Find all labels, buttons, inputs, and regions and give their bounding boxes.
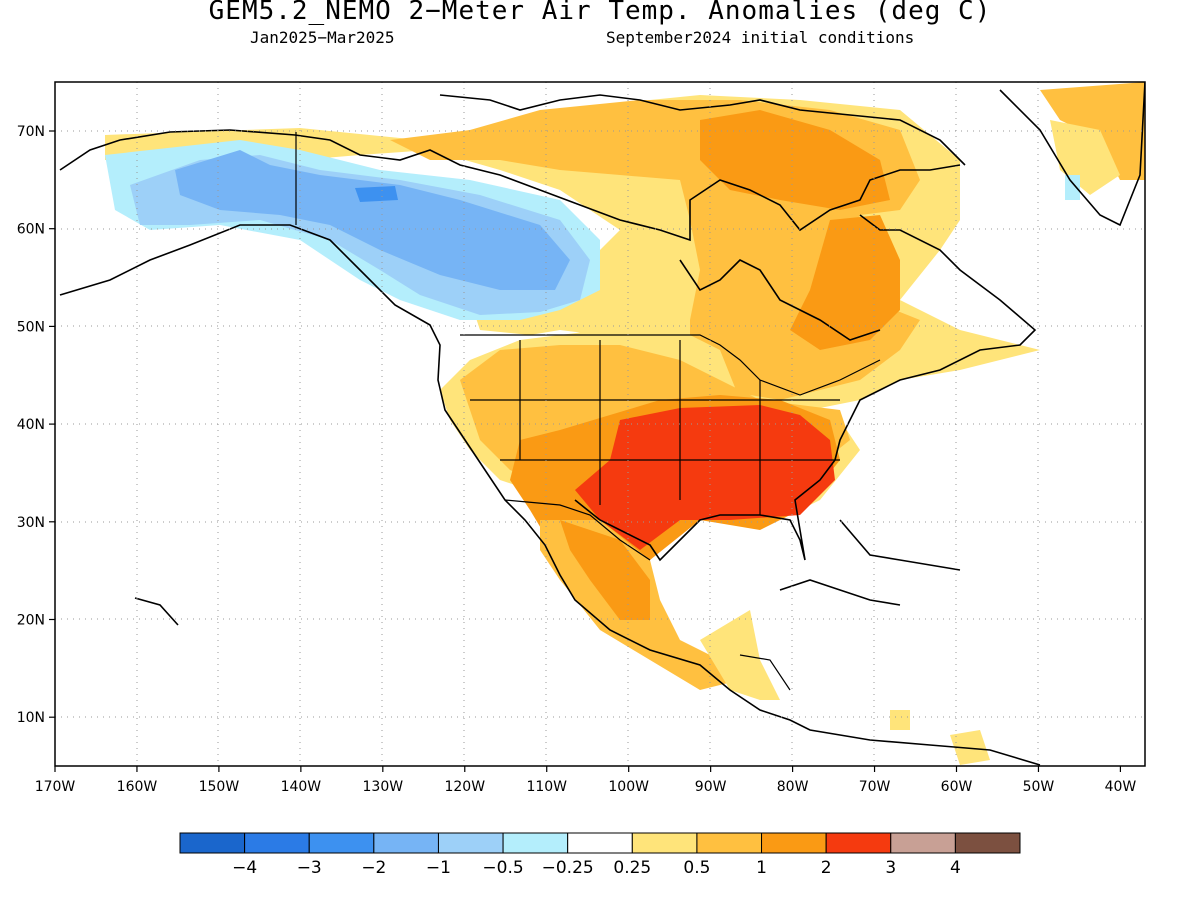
lat-label: 60N — [17, 222, 45, 238]
lon-label: 100W — [608, 779, 649, 795]
colorbar-swatch — [567, 832, 633, 854]
lat-label: 70N — [17, 124, 45, 140]
mexico-warm-2 — [560, 520, 650, 620]
anomaly-shading — [105, 82, 1145, 765]
colorbar-swatch — [631, 832, 698, 854]
coastlines — [59, 82, 1145, 766]
lon-label: 90W — [695, 779, 727, 795]
lon-label: 140W — [281, 779, 322, 795]
longitude-ticks: 170W 160W 150W 140W 130W 120W 110W 100W 90W 80W 70… — [35, 766, 1137, 795]
colorbar-swatch — [761, 832, 827, 854]
lat-label: 40N — [17, 417, 45, 433]
lon-label: 80W — [777, 779, 809, 795]
forecast-period: Jan2025−Mar2025 — [250, 28, 395, 47]
lon-label: 50W — [1023, 779, 1055, 795]
colorbar-swatch — [179, 832, 246, 854]
alaska-cold-2 — [175, 150, 570, 290]
lon-label: 110W — [526, 779, 567, 795]
colorbar-label: 3 — [885, 858, 896, 878]
colorbar-label: −0.25 — [542, 858, 594, 878]
lat-label: 30N — [17, 515, 45, 531]
lon-label: 130W — [363, 779, 404, 795]
lat-label: 10N — [17, 710, 45, 726]
colorbar-swatch — [373, 832, 439, 854]
greenland-cool — [1065, 175, 1080, 200]
lon-label: 150W — [199, 779, 240, 795]
latitude-ticks: 70N 60N 50N 40N 30N 20N 10N — [17, 124, 55, 726]
us-warm-3 — [575, 405, 835, 550]
colorbar-swatch — [825, 832, 892, 854]
alaska-cold-3 — [355, 186, 398, 202]
colorbar-swatch — [502, 832, 569, 854]
colorbar-swatch — [437, 832, 504, 854]
colorbar-label: −0.5 — [482, 858, 523, 878]
lon-label: 170W — [35, 779, 76, 795]
initial-conditions: September2024 initial conditions — [606, 28, 915, 47]
lon-label: 120W — [444, 779, 485, 795]
lon-label: 160W — [117, 779, 158, 795]
colorbar-swatch — [308, 832, 375, 854]
colorbar-label: −2 — [361, 858, 386, 878]
colorbar-swatch — [954, 832, 1021, 854]
map-title: GEM5.2_NEMO 2−Meter Air Temp. Anomalies … — [208, 0, 992, 26]
lon-label: 40W — [1105, 779, 1137, 795]
venezuela-light — [950, 730, 990, 765]
lat-label: 50N — [17, 319, 45, 335]
lon-label: 70W — [859, 779, 891, 795]
gridlines — [55, 82, 1145, 766]
colorbar-label: 0.5 — [683, 858, 710, 878]
lon-label: 60W — [941, 779, 973, 795]
caribbean-light — [890, 710, 910, 730]
colorbar-swatch — [244, 832, 310, 854]
colorbar-label: −1 — [426, 858, 451, 878]
colorbar-label: 0.25 — [613, 858, 651, 878]
colorbar-swatch — [890, 832, 956, 854]
colorbar-label: 4 — [950, 858, 961, 878]
baffin-warm — [700, 110, 890, 210]
colorbar-label: 1 — [756, 858, 767, 878]
political-borders — [295, 132, 881, 691]
eastern-canada-warm-2 — [790, 215, 900, 350]
colorbar-label: −3 — [297, 858, 322, 878]
lat-label: 20N — [17, 613, 45, 629]
colorbar-label: −4 — [232, 858, 257, 878]
colorbar-label: 2 — [821, 858, 832, 878]
colorbar-swatch — [696, 832, 763, 854]
colorbar: −4 −3 −2 −1 −0.5 −0.25 0.25 0.5 1 2 3 4 — [179, 832, 1021, 878]
